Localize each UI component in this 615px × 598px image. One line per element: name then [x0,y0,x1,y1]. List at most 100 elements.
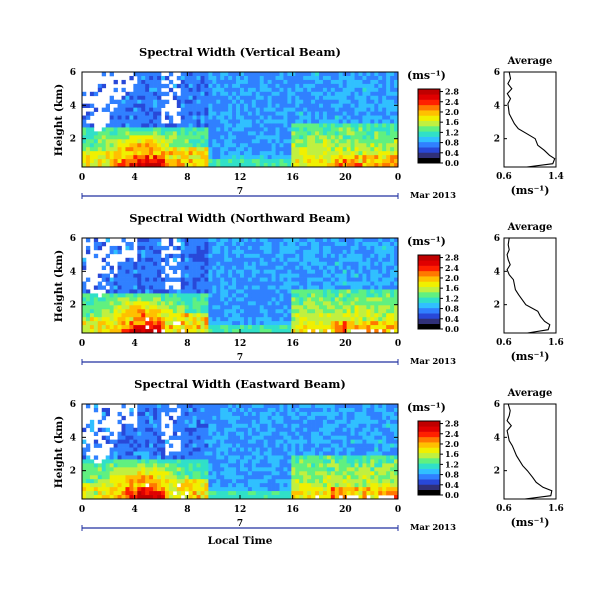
heatmap-cell [326,238,332,243]
heatmap-cell [232,107,237,112]
heatmap-cell [93,245,99,251]
heatmap-cell [319,285,324,290]
heatmap-cell [228,471,233,476]
heatmap-cell [291,435,296,440]
heatmap-cell [200,435,205,440]
heatmap-cell [224,463,229,468]
heatmap-cell [105,439,110,444]
heatmap-cell [236,467,241,472]
heatmap-cell [232,99,237,105]
heatmap-cell [145,459,150,464]
heatmap-cell [176,301,182,306]
heatmap-cell [176,329,182,334]
heatmap-cell [342,289,347,294]
heatmap-cell [220,143,225,148]
heatmap-cell [295,75,300,81]
heatmap-cell [89,495,95,500]
heatmap-cell [378,91,383,97]
heatmap-cell [228,99,233,105]
heatmap-cell [176,103,182,108]
heatmap-cell [279,305,284,310]
heatmap-cell [243,241,249,247]
heatmap-cell [295,435,300,440]
heatmap-cell [240,131,245,136]
heatmap-cell [109,139,114,144]
heatmap-cell [267,305,272,310]
heatmap-cell [378,127,383,132]
heatmap-cell [243,297,249,302]
heatmap-cell [89,155,95,160]
heatmap-cell [247,163,253,168]
heatmap-cell [240,407,245,413]
heatmap-cell [129,151,134,156]
heatmap-cell [322,83,328,89]
heatmap-cell [366,289,371,294]
heatmap-cell [204,277,209,282]
heatmap-cell [125,155,130,160]
heatmap-cell [374,289,379,294]
heatmap-cell [374,127,379,132]
heatmap-cell [208,245,213,251]
heatmap-cell [240,415,245,421]
heatmap-cell [342,111,347,116]
heatmap-cell [192,265,197,271]
heatmap-cell [283,285,288,290]
heatmap-cell [259,241,265,247]
heatmap-cell [109,479,114,484]
heatmap-cell [287,265,292,271]
heatmap-cell [334,273,340,278]
heatmap-cell [303,163,308,168]
heatmap-cell [315,159,320,164]
heatmap-cell [259,309,265,314]
heatmap-cell [259,427,265,433]
heatmap-cell [85,135,91,140]
heatmap-cell [366,151,371,156]
heatmap-cell [204,435,209,440]
heatmap-cell [271,238,276,243]
heatmap-cell [204,293,209,298]
heatmap-cell [161,443,166,448]
heatmap-cell [228,415,233,421]
heatmap-cell [212,273,217,278]
heatmap-cell [326,155,332,160]
heatmap-cell [228,75,233,81]
heatmap-cell [255,289,261,294]
heatmap-cell [196,495,201,500]
heatmap-cell [208,423,213,429]
heatmap-cell [220,463,225,468]
heatmap-cell [157,313,162,318]
heatmap-cell [141,329,146,334]
heatmap-cell [374,143,379,148]
heatmap-cell [350,107,355,112]
heatmap-cell [303,155,308,160]
heatmap-cell [236,163,241,168]
heatmap-cell [378,297,383,302]
heatmap-cell [129,75,134,81]
heatmap-cell [259,119,265,124]
heatmap-cell [243,459,249,464]
heatmap-cell [295,111,300,116]
heatmap-cell [267,491,272,496]
heatmap-cell [85,447,91,452]
heatmap-cell [133,297,138,302]
heatmap-cell [386,305,391,310]
heatmap-cell [137,75,142,81]
heatmap-cell [212,309,217,314]
heatmap-cell [315,139,320,144]
heatmap-cell [97,159,103,164]
heatmap-cell [145,269,150,274]
heatmap-cell [216,321,221,326]
heatmap-cell [338,72,344,77]
heatmap-cell [172,419,178,425]
panel-northward-beam: Spectral Width (Northward Beam)642Height… [53,211,564,367]
heatmap-cell [279,407,284,413]
heatmap-cell [263,281,268,286]
heatmap-cell [97,163,103,168]
heatmap-cell [291,135,296,140]
heatmap-cell [251,317,257,322]
heatmap-cell [346,281,351,286]
heatmap-cell [184,479,189,484]
heatmap-cell [85,277,91,282]
heatmap-cell [382,249,387,255]
heatmap-cell [326,301,332,306]
